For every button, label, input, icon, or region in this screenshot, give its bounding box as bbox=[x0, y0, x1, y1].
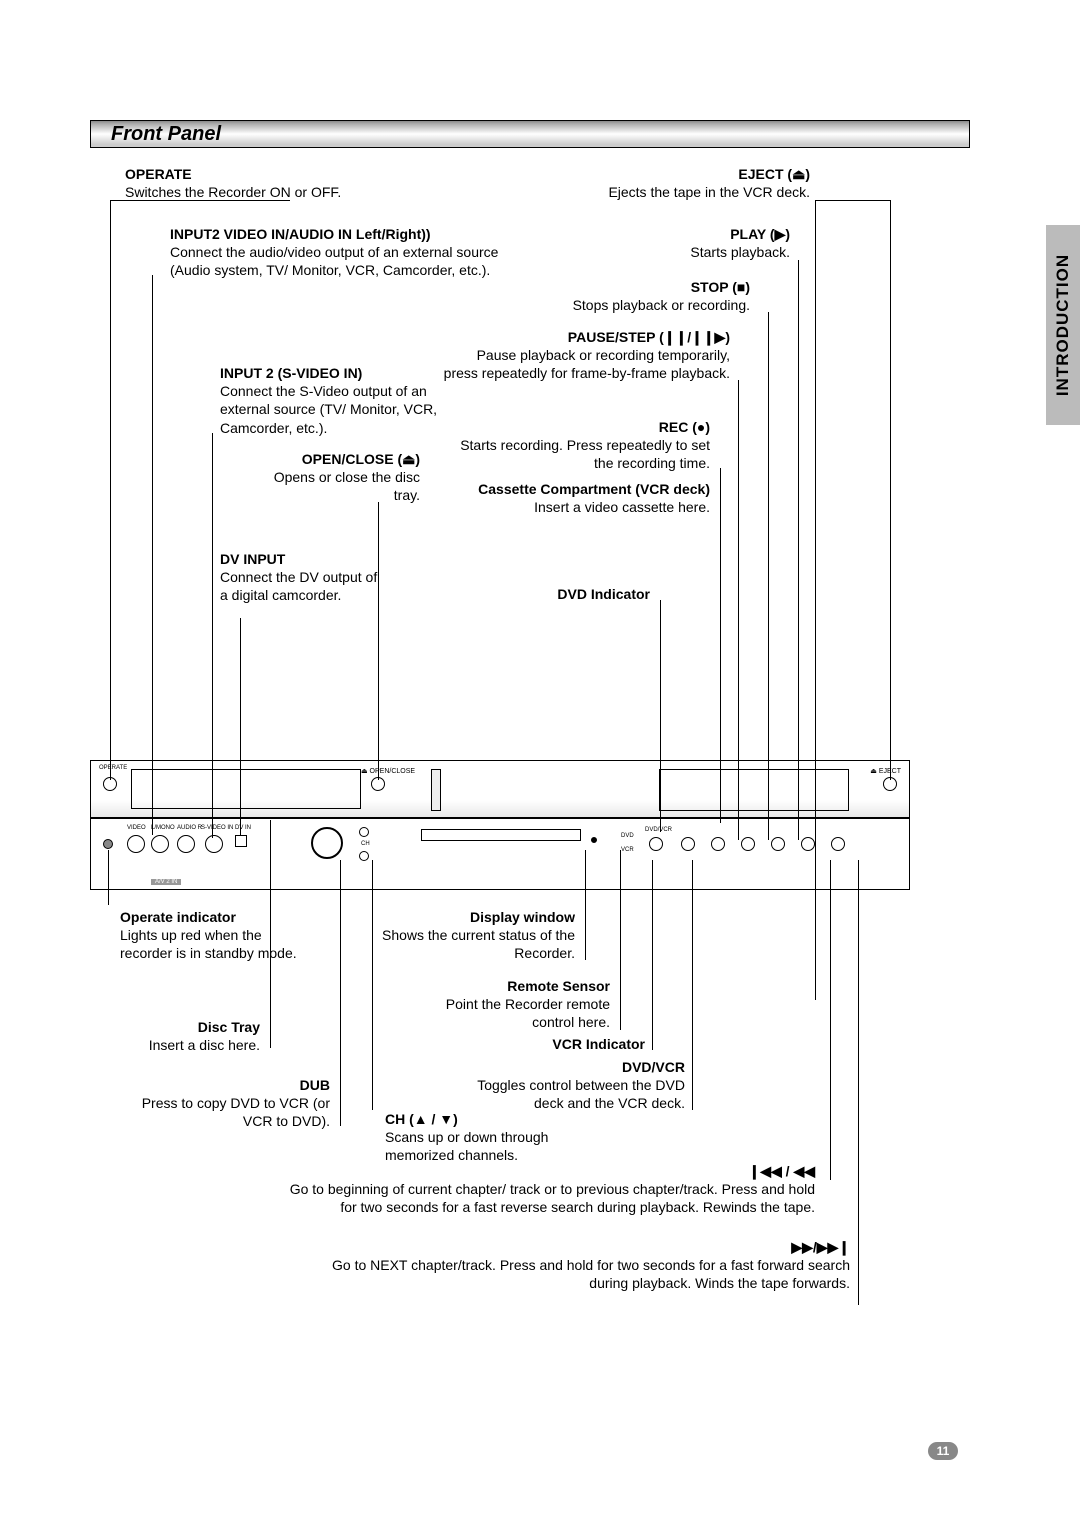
remote-sensor bbox=[591, 837, 597, 843]
jack-lmono-label: L/MONO bbox=[151, 825, 175, 831]
lbl-ch: CH (▲ / ▼)Scans up or down through memor… bbox=[385, 1110, 605, 1165]
leader bbox=[890, 200, 891, 780]
prev-button[interactable] bbox=[801, 837, 815, 851]
leader bbox=[830, 860, 831, 1180]
lbl-prev: ❙◀◀ / ◀◀Go to beginning of current chapt… bbox=[280, 1162, 815, 1217]
lbl-display: Display windowShows the current status o… bbox=[375, 908, 575, 963]
leader bbox=[240, 618, 241, 836]
leader bbox=[652, 860, 653, 1050]
jack-video[interactable] bbox=[127, 835, 145, 853]
lbl-openclose: OPEN/CLOSE (⏏)Opens or close the disc tr… bbox=[270, 450, 420, 505]
lbl-dvdind: DVD Indicator bbox=[530, 585, 650, 603]
play-button[interactable] bbox=[771, 837, 785, 851]
lbl-stop: STOP (■)Stops playback or recording. bbox=[530, 278, 750, 314]
ch-down-button[interactable] bbox=[359, 851, 369, 861]
leader bbox=[660, 600, 661, 832]
jack-video-label: VIDEO bbox=[127, 825, 146, 831]
display-window bbox=[421, 829, 581, 841]
page-title: Front Panel bbox=[90, 120, 970, 148]
dvd-ind-label: DVD bbox=[621, 833, 634, 839]
leader bbox=[620, 850, 621, 1030]
dev-openclose-label: ⏏ OPEN/CLOSE bbox=[361, 767, 415, 775]
leader bbox=[372, 860, 373, 1110]
lbl-vcrind: VCR Indicator bbox=[510, 1035, 645, 1053]
leader bbox=[340, 860, 341, 1126]
page-number: 11 bbox=[928, 1442, 958, 1460]
leader bbox=[798, 260, 799, 840]
rec-button[interactable] bbox=[681, 837, 695, 851]
jack-svideo[interactable] bbox=[205, 835, 223, 853]
cassette-compartment[interactable] bbox=[659, 769, 849, 811]
leader bbox=[815, 200, 816, 1000]
lbl-disctray: Disc TrayInsert a disc here. bbox=[130, 1018, 260, 1054]
leader bbox=[152, 275, 153, 835]
leader bbox=[815, 200, 890, 201]
dev-eject-label: ⏏ EJECT bbox=[870, 767, 901, 775]
jack-dvin-label: DV IN bbox=[235, 825, 251, 831]
disc-tray[interactable] bbox=[131, 769, 361, 809]
dev-operate-label: OPERATE bbox=[99, 765, 127, 771]
leader bbox=[110, 200, 111, 780]
dvdvcr-button[interactable] bbox=[649, 837, 663, 851]
slot bbox=[431, 769, 441, 811]
jack-audior-label: AUDIO R bbox=[177, 825, 202, 831]
leader bbox=[378, 502, 379, 780]
jack-audio-l[interactable] bbox=[151, 835, 169, 853]
section-tab-label: INTRODUCTION bbox=[1053, 254, 1073, 396]
lbl-dvinput: DV INPUTConnect the DV output of a digit… bbox=[220, 550, 380, 605]
lbl-cassette: Cassette Compartment (VCR deck)Insert a … bbox=[425, 480, 710, 516]
jack-svideo-label: S-VIDEO IN bbox=[201, 825, 233, 831]
lbl-eject: EJECT (⏏)Ejects the tape in the VCR deck… bbox=[570, 165, 810, 201]
next-button[interactable] bbox=[831, 837, 845, 851]
lbl-input2av: INPUT2 VIDEO IN/AUDIO IN Left/Right))Con… bbox=[170, 225, 530, 280]
operate-indicator bbox=[103, 839, 113, 849]
jack-dv[interactable] bbox=[235, 835, 247, 847]
dub-button[interactable] bbox=[311, 827, 343, 859]
leader bbox=[738, 380, 739, 840]
lbl-remote: Remote SensorPoint the Recorder remote c… bbox=[440, 977, 610, 1032]
lbl-opind: Operate indicatorLights up red when the … bbox=[120, 908, 300, 963]
lbl-operate: OPERATESwitches the Recorder ON or OFF. bbox=[125, 165, 405, 201]
lbl-pause: PAUSE/STEP (❙❙/❙❙▶)Pause playback or rec… bbox=[440, 328, 730, 383]
leader bbox=[858, 860, 859, 1305]
lbl-dvdvcr: DVD/VCRToggles control between the DVD d… bbox=[460, 1058, 685, 1113]
lbl-rec: REC (●)Starts recording. Press repeatedl… bbox=[460, 418, 710, 473]
lbl-next: ▶▶/▶▶❙Go to NEXT chapter/track. Press an… bbox=[330, 1238, 850, 1293]
leader bbox=[692, 860, 693, 1110]
pause-button[interactable] bbox=[711, 837, 725, 851]
leader bbox=[108, 850, 109, 905]
lbl-dub: DUBPress to copy DVD to VCR (or VCR to D… bbox=[130, 1076, 330, 1131]
leader bbox=[110, 200, 290, 201]
section-tab: INTRODUCTION bbox=[1046, 225, 1080, 425]
lbl-input2s: INPUT 2 (S-VIDEO IN)Connect the S-Video … bbox=[220, 364, 460, 437]
lbl-play: PLAY (▶)Starts playback. bbox=[610, 225, 790, 261]
device-front-panel: OPERATE ⏏ OPEN/CLOSE ⏏ EJECT VIDEO L/MON… bbox=[90, 760, 910, 890]
leader bbox=[270, 820, 271, 1048]
jack-audio-r[interactable] bbox=[177, 835, 195, 853]
stop-button[interactable] bbox=[741, 837, 755, 851]
vcr-ind-label: VCR bbox=[621, 847, 634, 853]
leader bbox=[212, 433, 213, 838]
ch-label: CH bbox=[361, 841, 370, 847]
leader bbox=[720, 468, 721, 823]
dvdvcr-label: DVD/VCR bbox=[645, 827, 672, 833]
ch-up-button[interactable] bbox=[359, 827, 369, 837]
av2-label: A/V 2 IN bbox=[151, 879, 181, 885]
leader bbox=[768, 312, 769, 840]
leader bbox=[585, 850, 586, 960]
